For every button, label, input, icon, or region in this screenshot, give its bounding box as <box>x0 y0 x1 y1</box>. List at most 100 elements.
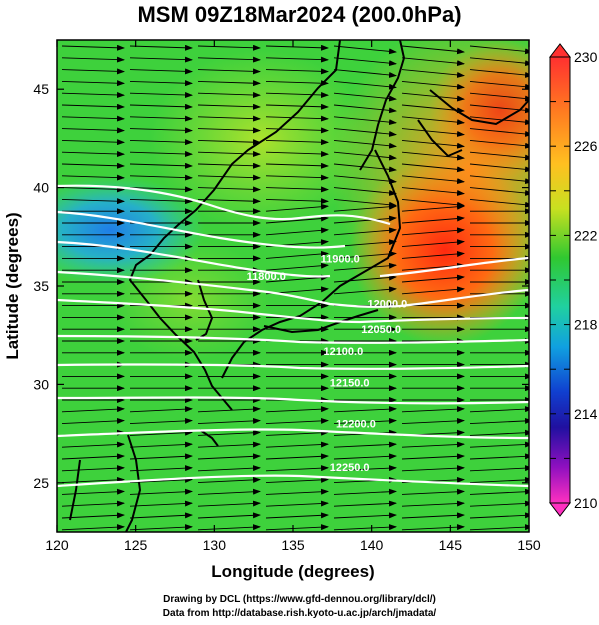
contour-labels: 11900.0 11800.0 12000.0 12050.0 12100.0 12150… <box>247 253 408 474</box>
wind-arrow <box>265 441 329 448</box>
wind-arrow <box>401 274 465 283</box>
wind-arrow <box>197 465 261 472</box>
wind-arrow <box>129 500 193 507</box>
wind-arrow <box>401 227 465 236</box>
wind-arrow <box>333 441 397 448</box>
wind-arrow <box>129 44 193 51</box>
wind-arrow <box>61 68 125 75</box>
wind-arrow <box>129 91 193 98</box>
wind-arrow <box>197 186 261 193</box>
wind-arrow <box>469 512 529 519</box>
wind-arrow <box>265 524 329 531</box>
x-axis-label: Longitude (degrees) <box>211 562 374 581</box>
wind-arrow <box>401 239 465 248</box>
credits-data: Data from http://database.rish.kyoto-u.a… <box>162 608 437 619</box>
colorbar-bottom-cap <box>548 502 572 517</box>
wind-arrow <box>129 512 193 519</box>
wind-arrow <box>401 417 465 425</box>
wind-arrow <box>129 417 193 425</box>
wind-arrow <box>265 429 329 436</box>
wind-arrow <box>197 80 261 87</box>
wind-arrow <box>61 476 125 484</box>
contour-label: 12250.0 <box>330 462 370 474</box>
wind-arrow <box>401 488 465 495</box>
wind-arrow <box>197 162 261 169</box>
wind-arrow <box>401 500 465 507</box>
wind-arrow <box>61 103 125 110</box>
wind-arrow <box>197 488 261 495</box>
wind-arrow <box>469 406 529 413</box>
wind-arrow <box>197 524 261 531</box>
wind-arrow <box>333 227 397 236</box>
wind-arrow <box>265 262 329 271</box>
wind-arrow <box>333 45 397 55</box>
wind-arrow <box>469 175 529 185</box>
wind-arrow <box>265 68 329 75</box>
wind-arrow <box>129 198 193 205</box>
wind-arrow <box>197 512 261 519</box>
y-tick-label: 45 <box>33 81 49 97</box>
wind-arrow <box>197 44 261 51</box>
wind-arrow <box>469 163 529 173</box>
credits: Drawing by DCL (https://www.gfd-dennou.o… <box>0 593 599 621</box>
wind-arrow <box>333 92 397 102</box>
wind-arrow <box>401 198 465 208</box>
wind-arrow <box>333 250 397 259</box>
x-tick-label: 130 <box>203 537 227 553</box>
colorbar-label: 218 <box>574 317 598 333</box>
wind-arrow <box>61 441 125 448</box>
wind-arrow <box>333 453 397 460</box>
wind-arrow <box>197 139 261 146</box>
wind-arrow <box>197 441 261 448</box>
wind-arrow <box>469 488 529 495</box>
wind-arrow <box>61 488 125 495</box>
x-axis: 120 125 130 135 140 145 150 <box>45 40 541 553</box>
wind-arrow <box>265 44 329 51</box>
wind-arrow <box>129 150 193 157</box>
wind-arrow <box>469 139 529 149</box>
wind-arrow <box>469 441 529 448</box>
wind-arrow <box>61 80 125 87</box>
wind-arrow <box>61 406 125 413</box>
wind-arrow <box>333 151 397 161</box>
wind-arrow <box>469 500 529 507</box>
y-axis: 25 30 35 40 45 <box>33 81 529 491</box>
x-tick-label: 120 <box>45 537 69 553</box>
wind-arrow <box>197 150 261 157</box>
contour-label: 12100.0 <box>323 346 363 358</box>
wind-arrow <box>333 57 397 67</box>
wind-arrow <box>333 198 397 208</box>
wind-arrow <box>333 104 397 114</box>
coastlines <box>69 40 529 532</box>
wind-arrow <box>265 250 329 259</box>
wind-arrow <box>61 139 125 146</box>
wind-arrow <box>129 115 193 122</box>
wind-arrow <box>265 406 329 413</box>
wind-arrow <box>401 128 465 137</box>
wind-arrow <box>265 127 329 134</box>
map-title: MSM 09Z18Mar2024 (200.0hPa) <box>137 2 462 27</box>
wind-arrow <box>265 198 329 205</box>
colorbar-label: 230 <box>574 49 598 65</box>
wind-arrow <box>129 406 193 413</box>
wind-arrow <box>333 80 397 90</box>
wind-arrow <box>129 488 193 495</box>
wind-arrow <box>129 68 193 75</box>
wind-arrow <box>61 115 125 122</box>
wind-arrow <box>197 476 261 484</box>
x-tick-label: 150 <box>517 537 541 553</box>
wind-arrow <box>197 91 261 98</box>
x-tick-label: 140 <box>360 537 384 553</box>
wind-arrow <box>197 174 261 181</box>
wind-arrow <box>401 92 465 102</box>
y-tick-label: 35 <box>33 278 49 294</box>
credits-drawing: Drawing by DCL (https://www.gfd-dennou.o… <box>163 594 436 605</box>
wind-arrow <box>265 215 329 224</box>
wind-arrow <box>333 512 397 519</box>
wind-arrow <box>265 162 329 169</box>
y-tick-label: 30 <box>33 376 49 392</box>
wind-arrow <box>333 128 397 137</box>
wind-arrow <box>469 80 529 90</box>
wind-arrow <box>401 69 465 78</box>
wind-arrow <box>265 56 329 63</box>
